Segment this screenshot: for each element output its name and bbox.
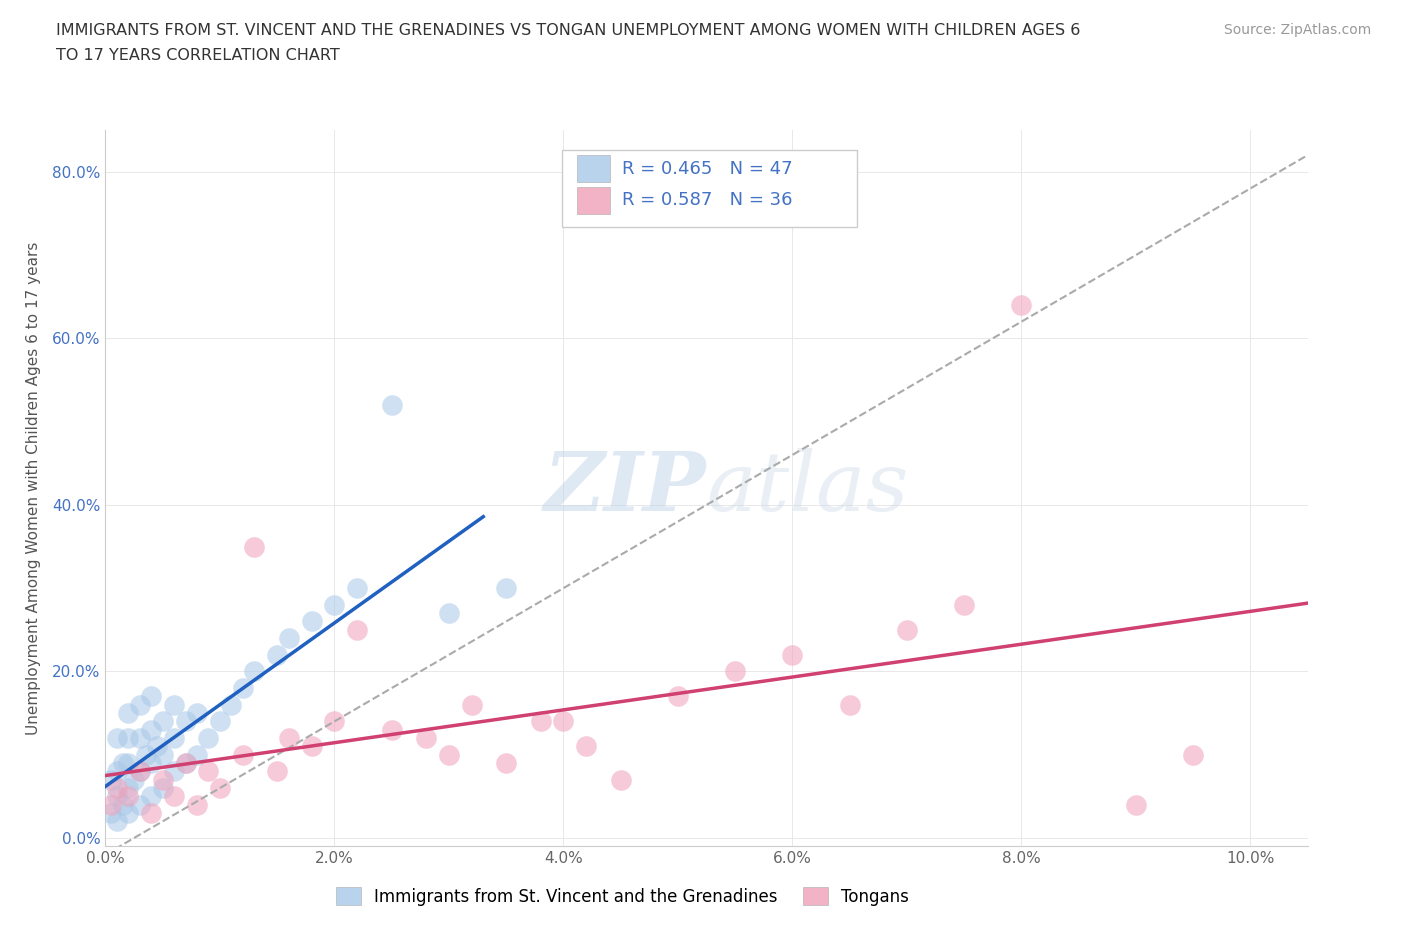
Point	[277, 731, 299, 746]
Point	[117, 780, 139, 795]
Point	[117, 706, 139, 721]
Point	[141, 755, 163, 770]
Point	[575, 739, 598, 754]
Point	[197, 764, 219, 778]
Text: Source: ZipAtlas.com: Source: ZipAtlas.com	[1223, 23, 1371, 37]
Point	[896, 622, 918, 637]
Point	[186, 706, 208, 721]
Point	[128, 764, 150, 778]
Point	[163, 764, 186, 778]
Point	[724, 664, 747, 679]
Point	[197, 731, 219, 746]
Point	[117, 805, 139, 820]
Point	[301, 739, 323, 754]
Point	[323, 597, 346, 612]
Point	[111, 797, 134, 812]
Point	[1125, 797, 1147, 812]
Point	[152, 748, 174, 763]
Point	[666, 689, 689, 704]
Point	[323, 714, 346, 729]
Point	[135, 748, 157, 763]
Point	[461, 698, 484, 712]
Point	[495, 580, 517, 595]
Point	[117, 731, 139, 746]
Point	[529, 714, 551, 729]
Point	[100, 805, 122, 820]
Point	[782, 647, 804, 662]
Point	[346, 622, 368, 637]
Point	[141, 689, 163, 704]
Point	[174, 755, 197, 770]
Point	[163, 731, 186, 746]
Point	[243, 664, 266, 679]
Point	[105, 731, 128, 746]
FancyBboxPatch shape	[562, 150, 856, 227]
Text: IMMIGRANTS FROM ST. VINCENT AND THE GRENADINES VS TONGAN UNEMPLOYMENT AMONG WOME: IMMIGRANTS FROM ST. VINCENT AND THE GREN…	[56, 23, 1081, 38]
Point	[301, 614, 323, 629]
Point	[117, 789, 139, 804]
Point	[152, 780, 174, 795]
Point	[208, 780, 231, 795]
Point	[141, 723, 163, 737]
Point	[174, 714, 197, 729]
Point	[437, 748, 460, 763]
Point	[128, 797, 150, 812]
Point	[1010, 298, 1032, 312]
Text: R = 0.465   N = 47: R = 0.465 N = 47	[623, 160, 793, 178]
Point	[128, 698, 150, 712]
Point	[100, 772, 122, 787]
Bar	[576, 187, 610, 214]
Y-axis label: Unemployment Among Women with Children Ages 6 to 17 years: Unemployment Among Women with Children A…	[25, 242, 41, 735]
Point	[232, 748, 254, 763]
Point	[111, 755, 134, 770]
Text: ZIP: ZIP	[544, 448, 707, 528]
Point	[437, 605, 460, 620]
Point	[1182, 748, 1205, 763]
Text: R = 0.587   N = 36: R = 0.587 N = 36	[623, 192, 793, 209]
Point	[105, 780, 128, 795]
Point	[152, 772, 174, 787]
Point	[221, 698, 243, 712]
Point	[381, 723, 404, 737]
Point	[186, 797, 208, 812]
Bar	[576, 155, 610, 182]
Point	[141, 789, 163, 804]
Point	[163, 789, 186, 804]
Point	[266, 764, 288, 778]
Point	[415, 731, 437, 746]
Point	[128, 764, 150, 778]
Legend: Immigrants from St. Vincent and the Grenadines, Tongans: Immigrants from St. Vincent and the Gren…	[336, 887, 908, 906]
Point	[174, 755, 197, 770]
Point	[346, 580, 368, 595]
Point	[186, 748, 208, 763]
Point	[609, 772, 631, 787]
Point	[105, 764, 128, 778]
Point	[105, 789, 128, 804]
Point	[152, 714, 174, 729]
Point	[100, 797, 122, 812]
Point	[117, 755, 139, 770]
Point	[838, 698, 860, 712]
Point	[243, 539, 266, 554]
Text: TO 17 YEARS CORRELATION CHART: TO 17 YEARS CORRELATION CHART	[56, 48, 340, 63]
Point	[105, 814, 128, 829]
Point	[141, 805, 163, 820]
Point	[232, 681, 254, 696]
Point	[381, 397, 404, 412]
Point	[266, 647, 288, 662]
Point	[146, 739, 169, 754]
Point	[553, 714, 575, 729]
Text: atlas: atlas	[707, 448, 908, 528]
Point	[495, 755, 517, 770]
Point	[208, 714, 231, 729]
Point	[953, 597, 976, 612]
Point	[277, 631, 299, 645]
Point	[163, 698, 186, 712]
Point	[128, 731, 150, 746]
Point	[122, 772, 145, 787]
